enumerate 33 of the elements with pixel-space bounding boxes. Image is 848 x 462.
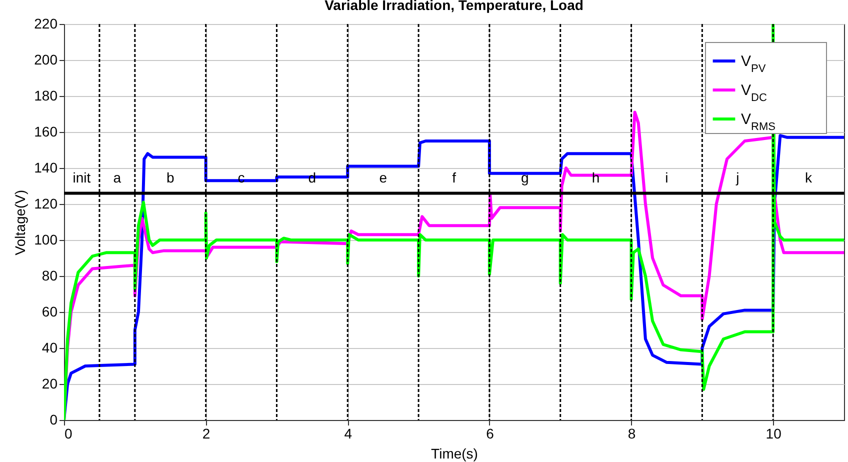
- y-tick-label: 140: [34, 160, 58, 176]
- x-axis-title: Time(s): [431, 446, 478, 462]
- y-tick-label: 160: [34, 124, 58, 140]
- annotation: f: [452, 169, 456, 186]
- legend-label: V$_{PV}$: [741, 53, 766, 75]
- y-axis-title: Voltage(V): [12, 190, 28, 256]
- y-tick-label: 200: [34, 52, 58, 68]
- y-tick-label: 180: [34, 88, 58, 104]
- y-tick-label: 40: [42, 340, 58, 356]
- x-tick-label: 6: [486, 426, 494, 442]
- y-tick-label: 220: [34, 16, 58, 32]
- chart-title: Variable Irradiation, Temperature, Load: [324, 0, 584, 13]
- y-tick-label: 80: [42, 268, 58, 284]
- annotation: j: [735, 169, 740, 186]
- x-tick-label: 8: [628, 426, 636, 442]
- annotation: b: [166, 169, 174, 186]
- x-tick-label: 4: [344, 426, 352, 442]
- legend-label: V$_{RMS}$: [741, 111, 776, 133]
- legend-label: V$_{DC}$: [741, 82, 767, 104]
- y-tick-label: 120: [34, 196, 58, 212]
- annotation: e: [379, 169, 388, 186]
- annotation: init: [72, 169, 91, 186]
- y-tick-label: 0: [50, 412, 58, 428]
- y-tick-label: 100: [34, 232, 58, 248]
- x-tick-label: 0: [64, 426, 72, 442]
- annotation: g: [521, 169, 529, 186]
- annotation: i: [665, 169, 668, 186]
- y-tick-label: 60: [42, 304, 58, 320]
- x-tick-label: 10: [766, 426, 782, 442]
- annotation: k: [805, 169, 814, 186]
- x-tick-label: 2: [202, 426, 210, 442]
- y-tick-label: 20: [42, 376, 58, 392]
- annotation: a: [113, 169, 122, 186]
